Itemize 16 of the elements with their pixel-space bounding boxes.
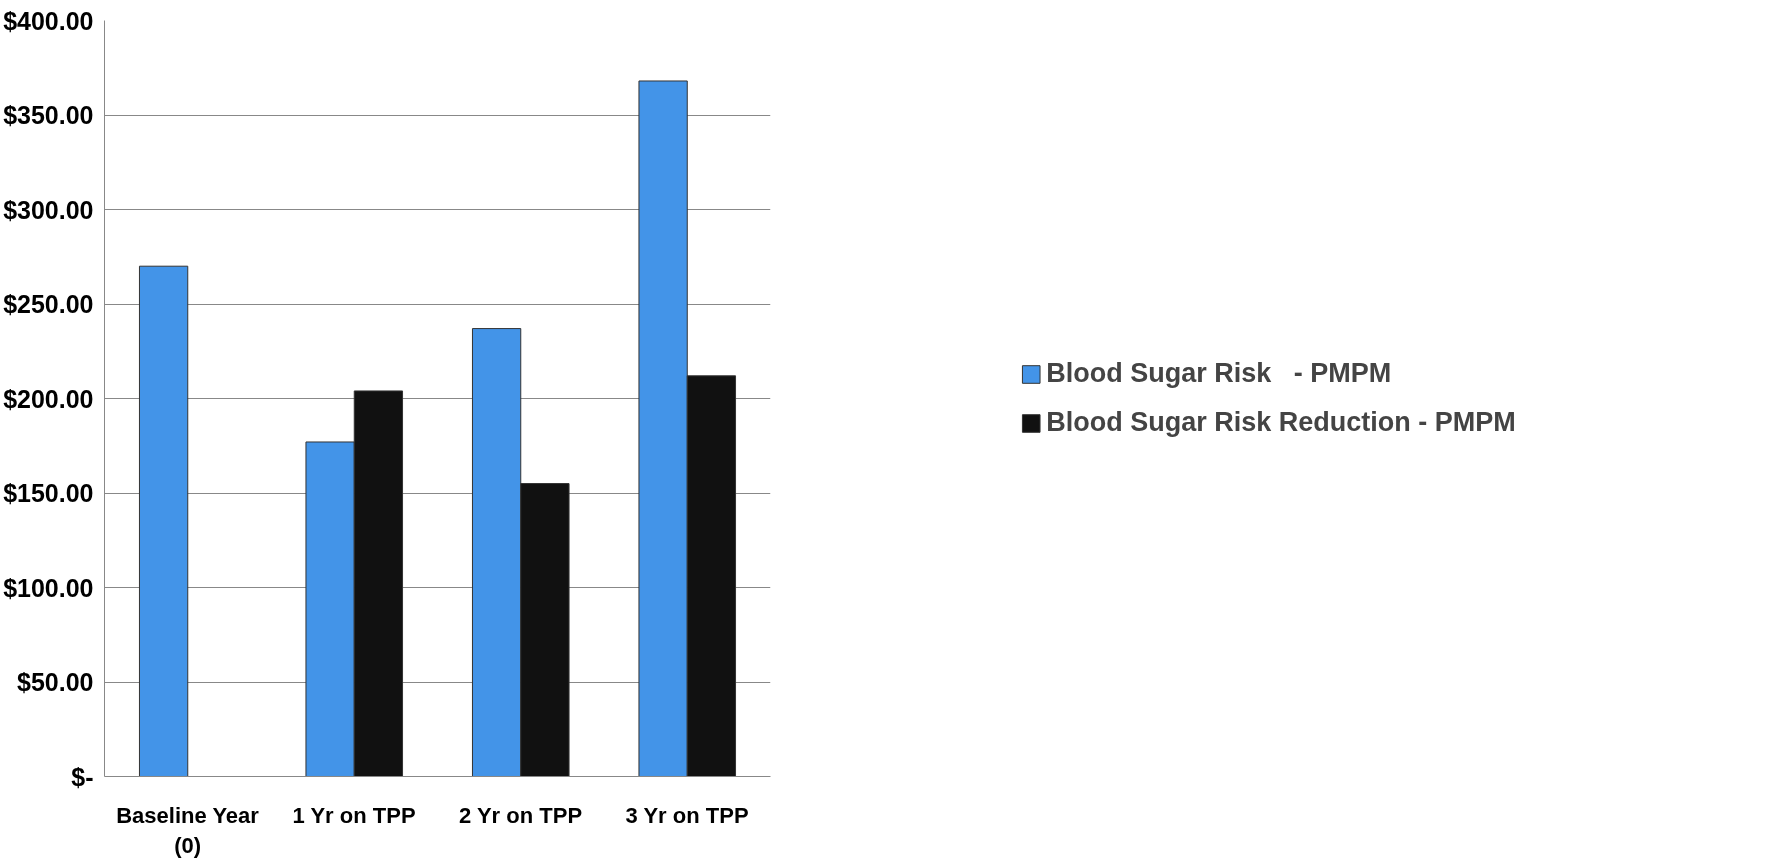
y-tick-label: $150.00	[3, 479, 94, 507]
y-tick-label: $200.00	[3, 384, 94, 413]
legend-label: Blood Sugar Risk - PMPM	[1046, 358, 1392, 389]
y-tick-label: $300.00	[3, 195, 94, 224]
y-tick-label: $400.00	[3, 6, 94, 35]
x-tick-label: 3 Yr on TPP	[625, 802, 749, 828]
x-tick-label: Baseline Year (0)	[116, 802, 260, 858]
x-tick-label: 1 Yr on TPP	[292, 802, 416, 828]
legend-label: Blood Sugar Risk Reduction - PMPM	[1046, 407, 1516, 438]
y-tick-label: $100.00	[3, 573, 94, 602]
y-tick-label: $250.00	[3, 290, 94, 318]
y-tick-label: $-	[71, 762, 94, 791]
bar	[138, 265, 189, 777]
x-tick-label: 2 Yr on TPP	[459, 802, 583, 828]
y-tick-label: $350.00	[3, 101, 94, 129]
y-tick-label: $50.00	[17, 668, 94, 696]
